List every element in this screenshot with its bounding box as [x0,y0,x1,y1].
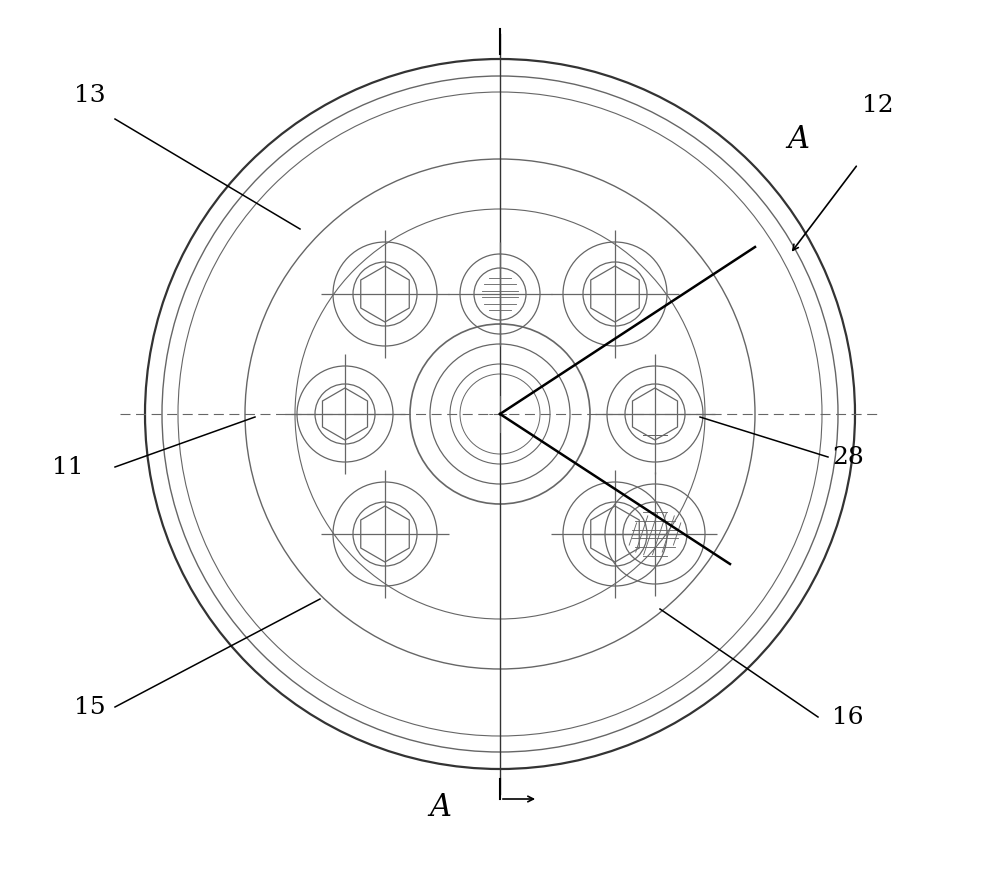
Text: 15: 15 [74,696,106,719]
Text: 28: 28 [832,446,864,469]
Text: A: A [787,124,809,156]
Text: 11: 11 [52,456,84,479]
Text: A: A [429,792,451,823]
Text: 12: 12 [862,93,894,116]
Text: 13: 13 [74,83,106,106]
Text: 16: 16 [832,706,864,729]
